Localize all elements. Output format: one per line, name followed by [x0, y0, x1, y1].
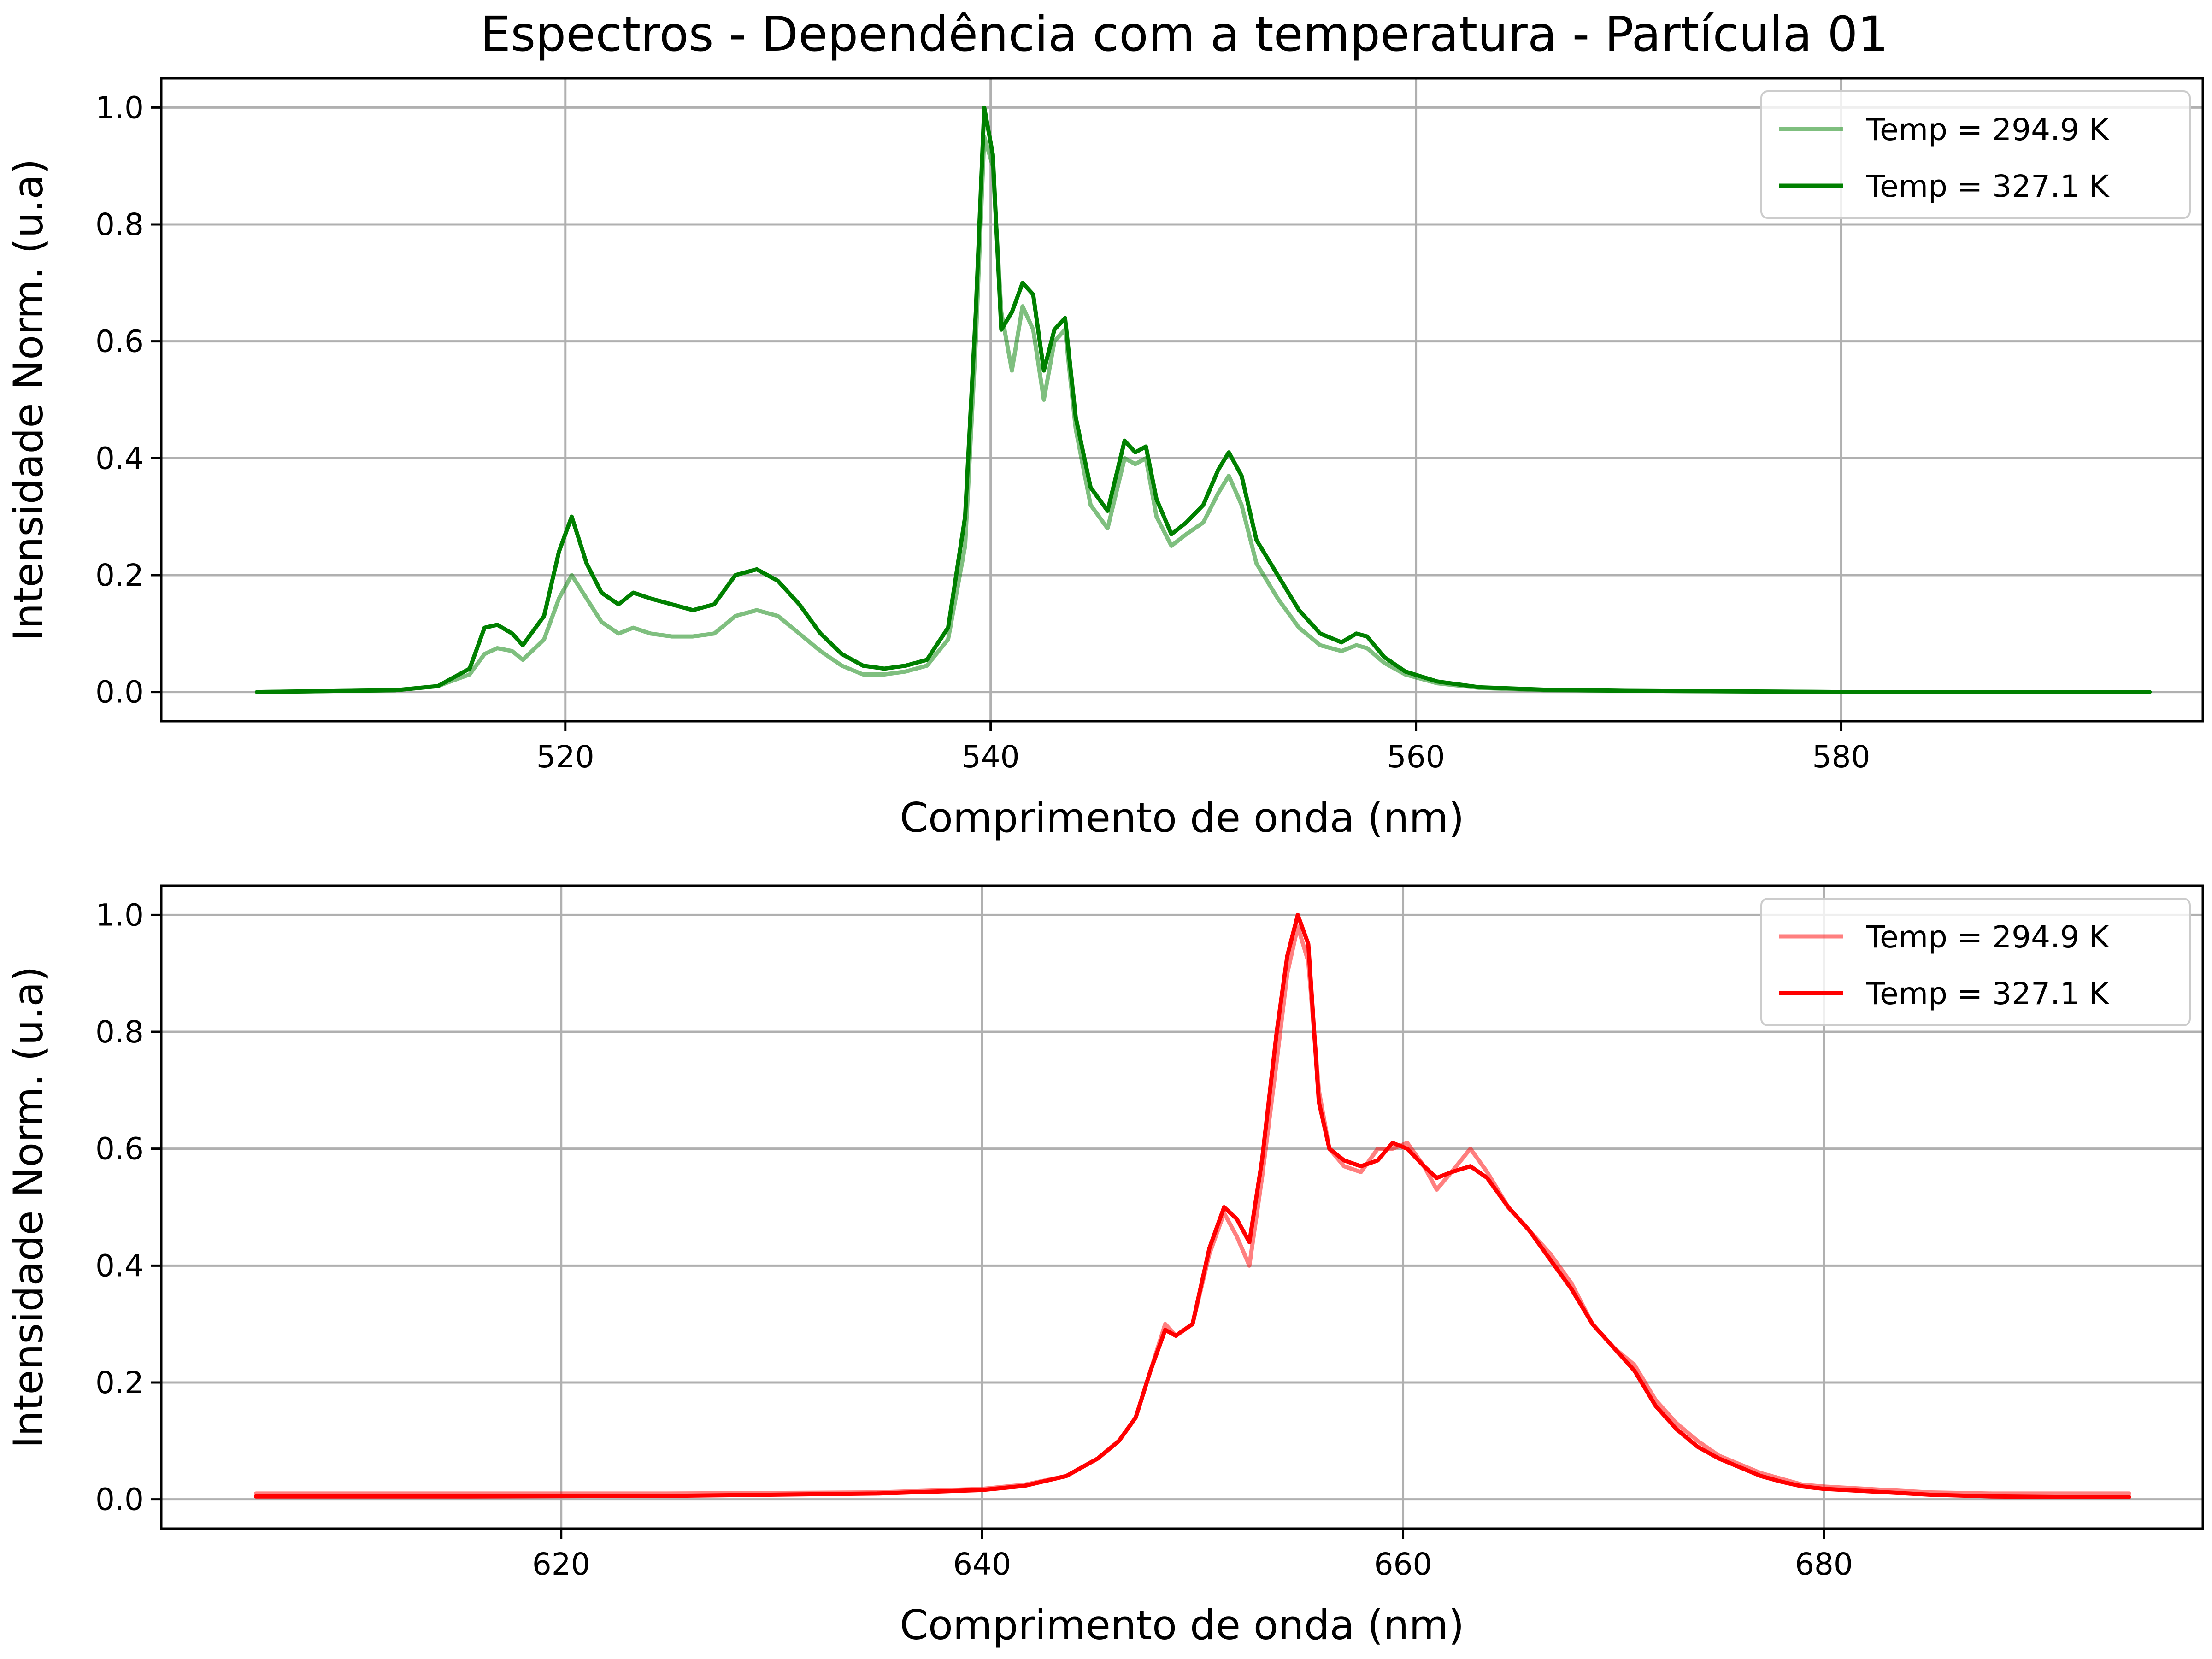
y-tick-label-bottom-5: 1.0: [95, 897, 144, 933]
y-tick-label-bottom-3: 0.6: [95, 1131, 144, 1167]
x-tick-label-bottom-0: 620: [532, 1547, 590, 1582]
y-tick-label-top-4: 0.8: [95, 207, 144, 242]
y-axis-label-bottom: Intensidade Norm. (u.a): [5, 966, 52, 1448]
series-line-top-0: [255, 135, 2152, 694]
legend-label-top-0: Temp = 294.9 K: [1866, 112, 2110, 147]
y-tick-label-top-0: 0.0: [95, 675, 144, 710]
axes-frame-top: [160, 77, 2204, 723]
legend-label-top-1: Temp = 327.1 K: [1866, 169, 2110, 204]
series-line-top-1: [255, 105, 2152, 694]
axes-frame-bottom: [160, 884, 2204, 1530]
legend-box-top: [1760, 90, 2191, 219]
legend-label-bottom-1: Temp = 327.1 K: [1866, 976, 2110, 1012]
series-group-top: [255, 105, 2152, 694]
series-group-bottom: [254, 912, 2131, 1499]
panel-bottom: 620 640 660 680 0.0 0.2 0.4 0.6 0.8 1.0 Comprimen…: [5, 884, 2204, 1649]
y-tick-label-top-2: 0.4: [95, 441, 144, 476]
x-tick-label-top-1: 540: [962, 739, 1020, 775]
x-tick-label-top-3: 580: [1812, 739, 1871, 775]
y-tick-label-top-5: 1.0: [95, 90, 144, 125]
x-tick-label-bottom-2: 660: [1374, 1547, 1432, 1582]
ticks-bottom: 620 640 660 680 0.0 0.2 0.4 0.6 0.8 1.0: [95, 897, 1853, 1582]
ticks-top: 520 540 560 580 0.0 0.2 0.4 0.6 0.8 1.0: [95, 90, 1870, 775]
y-axis-label-top: Intensidade Norm. (u.a): [5, 159, 52, 641]
y-tick-label-top-3: 0.6: [95, 324, 144, 359]
y-tick-label-bottom-1: 0.2: [95, 1365, 144, 1400]
x-tick-label-bottom-1: 640: [953, 1547, 1011, 1582]
x-axis-label-bottom: Comprimento de onda (nm): [900, 1601, 1465, 1649]
series-line-bottom-1: [254, 912, 2131, 1499]
y-tick-label-bottom-0: 0.0: [95, 1482, 144, 1518]
x-tick-label-top-2: 560: [1387, 739, 1445, 775]
y-tick-label-bottom-4: 0.8: [95, 1014, 144, 1050]
legend-label-bottom-0: Temp = 294.9 K: [1866, 919, 2110, 955]
x-axis-label-top: Comprimento de onda (nm): [900, 794, 1465, 841]
figure-title: Espectros - Dependência com a temperatur…: [480, 6, 1888, 62]
y-tick-label-top-1: 0.2: [95, 558, 144, 593]
panel-top: 520 540 560 580 0.0 0.2 0.4 0.6 0.8 1.0 Comprimen…: [5, 77, 2204, 841]
y-tick-label-bottom-2: 0.4: [95, 1248, 144, 1283]
legend-box-bottom: [1760, 898, 2191, 1026]
legend-bottom: Temp = 294.9 K Temp = 327.1 K: [1760, 898, 2191, 1026]
x-tick-label-bottom-3: 680: [1795, 1547, 1853, 1582]
legend-top: Temp = 294.9 K Temp = 327.1 K: [1760, 90, 2191, 219]
x-tick-label-top-0: 520: [536, 739, 594, 775]
